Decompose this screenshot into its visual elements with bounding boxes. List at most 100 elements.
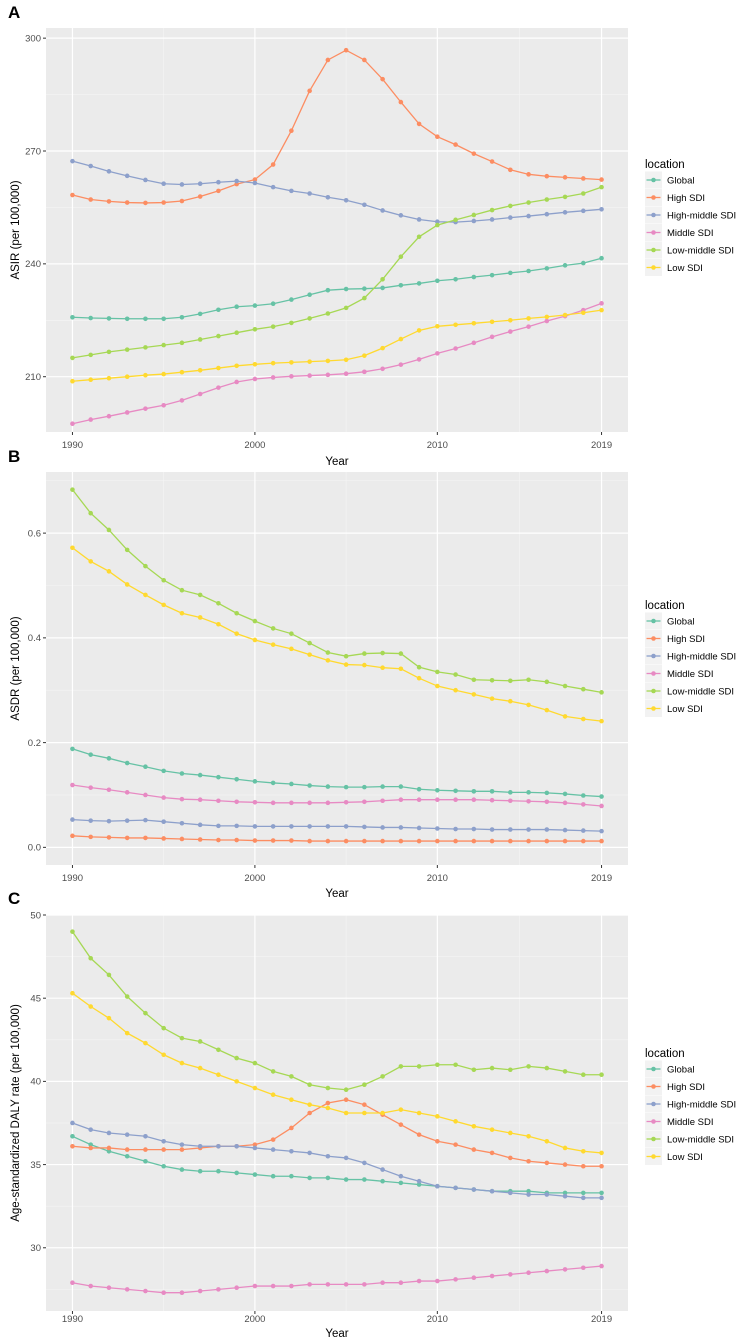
data-point-middle-sdi [343,1282,349,1287]
data-point-high-middle-sdi [526,213,531,219]
data-point-middle-sdi [453,797,458,802]
legend-key-point-middle-sdi [651,230,656,235]
data-point-low-sdi [599,1150,604,1156]
data-point-low-middle-sdi [362,651,367,656]
data-point-middle-sdi [197,1288,203,1294]
data-point-global [234,1170,239,1176]
data-point-high-sdi [544,1160,550,1166]
data-point-global [124,760,130,766]
legend-label-middle-sdi: Middle SDI [667,669,713,680]
data-point-low-middle-sdi [508,203,513,209]
data-point-high-middle-sdi [544,1192,550,1197]
data-point-global [362,1177,367,1182]
data-point-low-middle-sdi [179,1035,185,1041]
data-point-low-sdi [562,312,568,318]
legend-label-low-middle-sdi: Low-middle SDI [667,245,734,256]
data-point-low-middle-sdi [234,330,239,335]
legend-key-point-high-middle-sdi [651,653,656,659]
data-point-global [143,316,148,322]
data-point-low-sdi [416,675,422,681]
data-point-global [343,1177,349,1182]
data-point-low-middle-sdi [307,1082,312,1088]
data-point-high-middle-sdi [343,824,349,829]
data-point-high-sdi [398,1122,404,1127]
data-point-low-sdi [435,323,440,329]
data-point-high-middle-sdi [143,817,148,823]
data-point-high-sdi [88,1145,93,1151]
data-point-high-middle-sdi [380,825,385,830]
data-point-low-sdi [325,1105,331,1111]
data-point-low-middle-sdi [599,184,604,190]
legend-label-high-sdi: High SDI [667,634,705,645]
data-point-middle-sdi [325,372,331,378]
data-point-low-middle-sdi [398,254,404,260]
data-point-high-sdi [599,1163,604,1169]
data-point-high-middle-sdi [216,1143,221,1149]
x-tick-label: 2000 [244,873,265,884]
legend-key-point-low-sdi [651,1154,656,1159]
data-point-high-sdi [289,1125,294,1131]
legend-title: location [645,1048,685,1060]
data-point-global [562,791,568,797]
data-point-low-middle-sdi [343,653,349,659]
data-point-low-sdi [343,1110,349,1116]
data-point-high-sdi [289,838,294,843]
series-line-high-middle-sdi [72,818,602,832]
x-tick-label: 2010 [427,1314,448,1325]
data-point-global [416,786,422,792]
data-point-high-sdi [307,1110,312,1116]
data-point-high-sdi [161,836,166,841]
data-point-middle-sdi [508,798,513,804]
data-point-high-sdi [508,167,513,173]
data-point-low-middle-sdi [197,1039,203,1044]
data-point-middle-sdi [70,421,75,427]
data-point-low-middle-sdi [489,677,495,683]
data-point-high-middle-sdi [70,1120,75,1126]
data-point-low-middle-sdi [88,510,93,516]
data-point-low-middle-sdi [143,345,148,350]
data-point-low-sdi [106,1015,112,1021]
data-point-low-sdi [453,1119,458,1124]
data-point-high-middle-sdi [161,819,166,824]
series-line-middle-sdi [72,1265,602,1294]
data-point-middle-sdi [70,1280,75,1286]
series-low-middle-sdi [70,487,604,695]
data-point-middle-sdi [508,329,513,334]
data-point-middle-sdi [343,371,349,376]
legend-label-middle-sdi: Middle SDI [667,228,713,239]
data-point-high-middle-sdi [398,825,404,830]
data-point-low-sdi [197,1065,203,1071]
y-axis-title: Age-standardized DALY rate (per 100,000) [10,1004,22,1222]
data-point-low-middle-sdi [398,1064,404,1069]
x-tick-label: 2000 [244,1314,265,1325]
data-point-low-sdi [471,1124,477,1129]
data-point-high-sdi [416,838,422,844]
legend-key-point-high-sdi [651,1084,656,1089]
data-point-low-sdi [380,1110,385,1116]
data-point-high-sdi [179,836,185,842]
data-point-low-sdi [398,336,404,342]
data-point-middle-sdi [270,1283,276,1289]
legend-key-point-global [651,177,656,183]
data-point-high-middle-sdi [106,169,112,174]
data-point-high-sdi [562,838,568,844]
data-point-low-middle-sdi [581,686,586,692]
data-point-high-sdi [234,837,239,843]
data-point-middle-sdi [143,1288,148,1294]
data-point-high-sdi [307,838,312,844]
data-point-low-middle-sdi [471,1067,477,1073]
data-point-middle-sdi [216,798,221,804]
data-point-high-middle-sdi [252,824,258,829]
data-point-middle-sdi [197,797,203,802]
data-point-middle-sdi [489,1273,495,1279]
data-point-global [544,790,550,796]
data-point-high-sdi [252,838,258,843]
data-point-low-sdi [106,375,112,381]
data-point-low-sdi [581,716,586,722]
data-point-high-sdi [435,838,440,844]
data-point-global [562,263,568,268]
data-point-low-sdi [471,320,477,326]
data-point-low-sdi [216,1072,221,1078]
data-point-high-sdi [526,838,531,844]
data-point-high-middle-sdi [471,826,477,832]
